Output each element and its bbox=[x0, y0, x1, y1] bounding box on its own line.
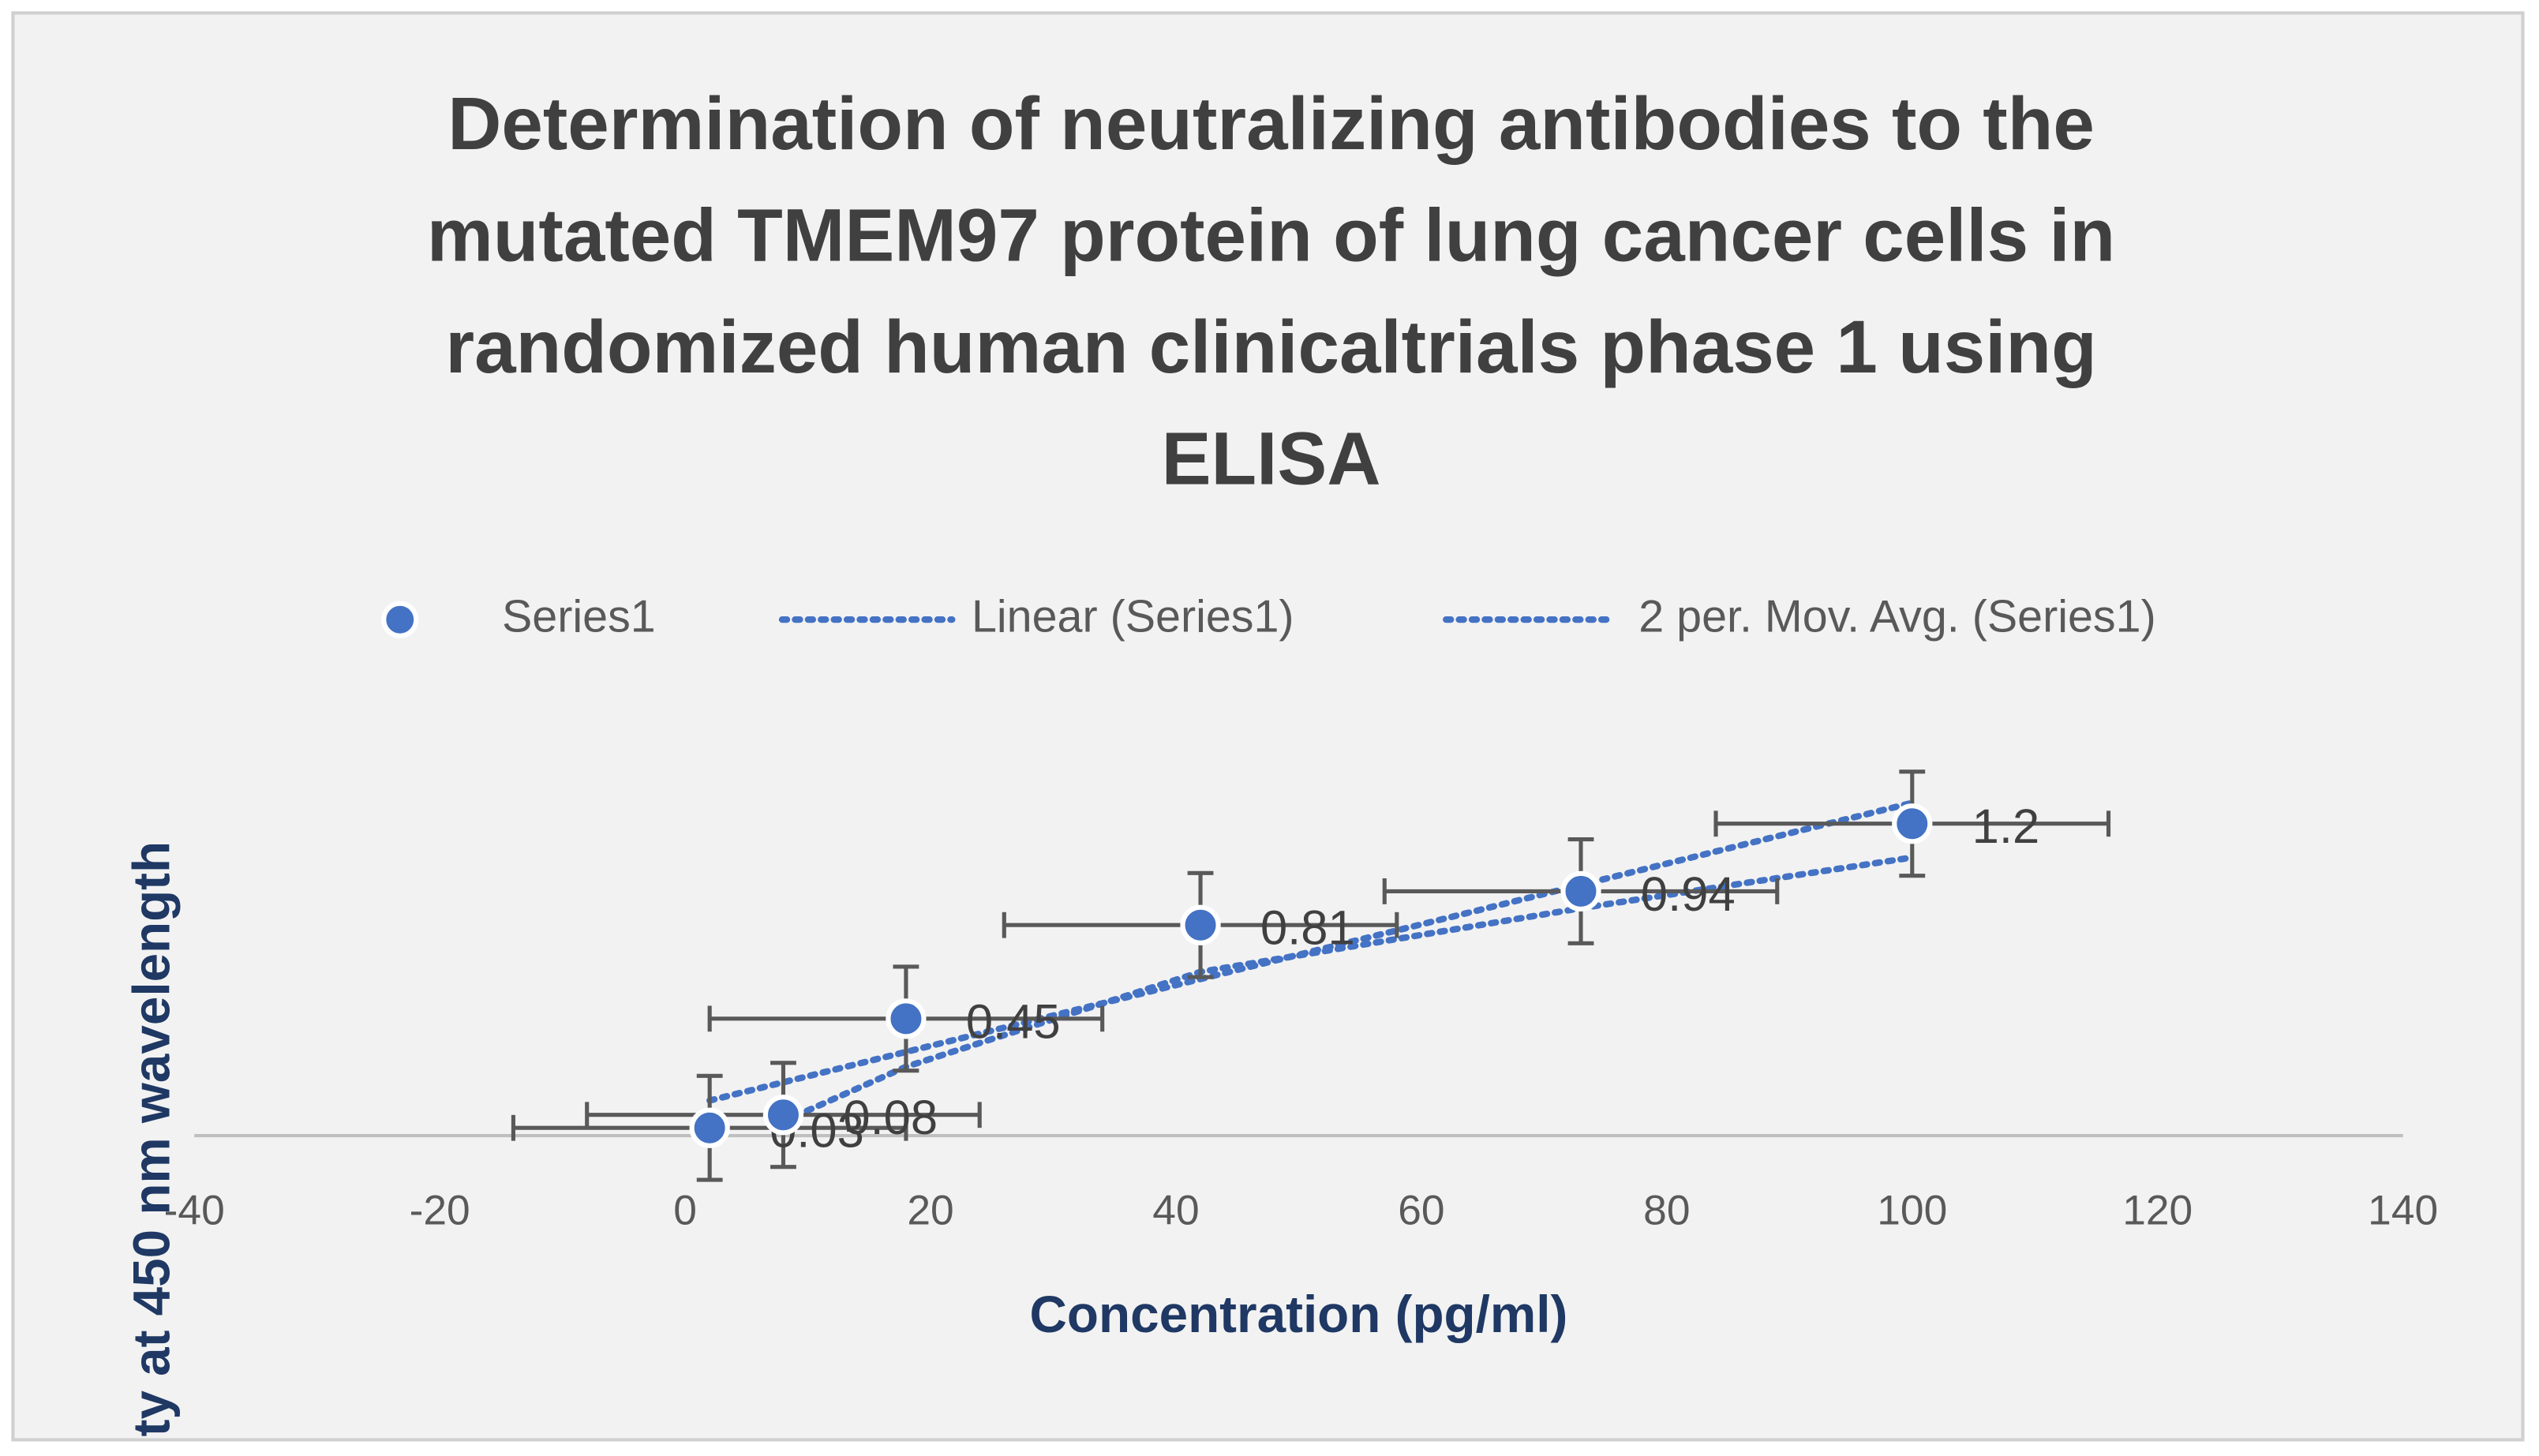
x-axis-title: Concentration (pg/ml) bbox=[1030, 1286, 1568, 1343]
chart-title: Determination of neutralizing antibodies… bbox=[427, 82, 2115, 500]
legend: Series1 Linear (Series1) 2 per. Mov. Avg. … bbox=[381, 591, 2156, 642]
data-label: 0.94 bbox=[1641, 867, 1736, 922]
point bbox=[1892, 803, 1933, 844]
legend-label: 2 per. Mov. Avg. (Series1) bbox=[1638, 591, 2155, 642]
point bbox=[1560, 870, 1601, 912]
data-label: 0.45 bbox=[966, 994, 1061, 1049]
data-label: 1.2 bbox=[1972, 799, 2040, 854]
x-tick-label: 0 bbox=[673, 1188, 697, 1234]
point bbox=[886, 998, 927, 1039]
point bbox=[1180, 904, 1221, 945]
legend-label: Linear (Series1) bbox=[972, 591, 1294, 642]
y-axis-title: ty at 450 nm wavelength bbox=[122, 841, 180, 1436]
x-tick-label: 40 bbox=[1152, 1188, 1199, 1234]
x-tick-label: 60 bbox=[1398, 1188, 1444, 1234]
x-tick-label: 140 bbox=[2368, 1188, 2438, 1234]
point bbox=[762, 1095, 804, 1136]
x-tick-label: 100 bbox=[1877, 1188, 1947, 1234]
data-label: 0.81 bbox=[1260, 901, 1355, 956]
data-label: 0.08 bbox=[843, 1091, 938, 1145]
chart-frame bbox=[11, 11, 2525, 1442]
x-tick-label: 80 bbox=[1643, 1188, 1690, 1234]
legend-label: Series1 bbox=[502, 591, 656, 642]
x-tick-label: 120 bbox=[2122, 1188, 2193, 1234]
x-tick-label: -40 bbox=[164, 1188, 225, 1234]
point bbox=[689, 1107, 730, 1148]
x-tick-label: -20 bbox=[410, 1188, 470, 1234]
legend-marker bbox=[381, 601, 419, 638]
x-tick-label: 20 bbox=[907, 1188, 953, 1234]
